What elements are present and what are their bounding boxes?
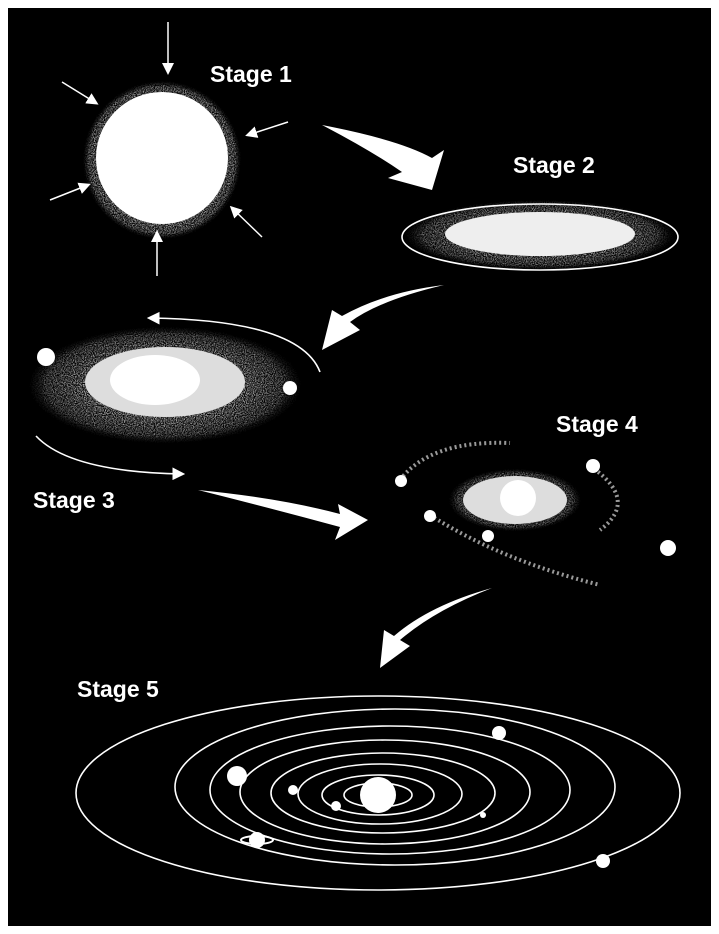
stage-1 bbox=[49, 22, 289, 276]
stage-2 bbox=[401, 199, 679, 271]
stage-label: Stage 5 bbox=[77, 676, 159, 702]
stage-label: Stage 4 bbox=[556, 411, 638, 437]
stage-4 bbox=[395, 440, 676, 587]
stage-label: Stage 2 bbox=[513, 152, 595, 178]
arrow bbox=[322, 285, 444, 350]
stage-3 bbox=[25, 311, 321, 481]
stage-label: Stage 3 bbox=[33, 487, 115, 513]
stage-label: Stage 1 bbox=[210, 61, 292, 87]
stage-5 bbox=[75, 695, 681, 891]
arrow bbox=[322, 125, 444, 190]
arrow bbox=[198, 490, 368, 540]
